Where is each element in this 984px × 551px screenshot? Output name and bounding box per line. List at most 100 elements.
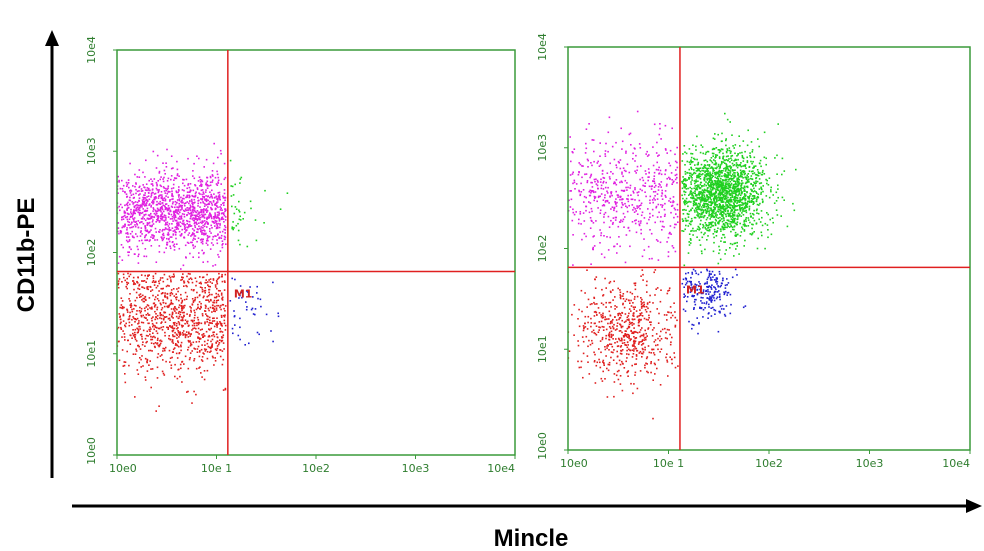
data-point: [189, 305, 191, 308]
data-point: [585, 128, 588, 130]
data-point: [744, 172, 746, 175]
data-point: [197, 202, 199, 205]
data-point: [211, 293, 213, 296]
data-point: [724, 170, 727, 172]
data-point: [144, 357, 147, 360]
data-point: [196, 223, 198, 226]
data-point: [192, 239, 194, 241]
data-point: [719, 213, 721, 215]
data-point: [640, 204, 642, 206]
data-point: [200, 372, 202, 374]
data-point: [756, 212, 758, 214]
data-point: [632, 341, 635, 343]
data-point: [618, 369, 620, 372]
data-point: [129, 203, 131, 206]
data-point: [674, 178, 677, 181]
data-point: [131, 214, 134, 217]
data-point: [196, 351, 199, 353]
data-point: [201, 180, 204, 183]
data-point: [149, 224, 151, 227]
data-point: [201, 356, 204, 358]
data-point: [194, 195, 196, 198]
data-point: [186, 214, 188, 216]
data-point: [593, 199, 595, 202]
data-point: [163, 187, 165, 189]
data-point: [658, 173, 660, 175]
data-point: [675, 173, 678, 176]
data-point: [202, 215, 204, 218]
data-point: [120, 304, 123, 306]
data-point: [623, 190, 625, 192]
data-point: [217, 199, 219, 201]
data-point: [705, 228, 707, 230]
data-point: [232, 228, 234, 231]
data-point: [757, 138, 759, 140]
data-point: [709, 174, 711, 177]
data-point: [126, 308, 128, 311]
data-point: [126, 218, 129, 221]
data-point: [211, 238, 214, 241]
data-point: [660, 204, 662, 206]
data-point: [722, 152, 724, 155]
data-point: [585, 173, 588, 175]
data-point: [729, 193, 732, 195]
data-point: [156, 239, 159, 241]
data-point: [184, 204, 186, 207]
data-point: [622, 212, 625, 215]
data-point: [708, 229, 711, 232]
data-point: [703, 188, 706, 191]
data-point: [200, 348, 203, 351]
data-point: [161, 370, 164, 373]
data-point: [194, 192, 197, 195]
data-point: [168, 285, 170, 287]
data-point: [704, 167, 707, 169]
data-point: [677, 365, 679, 367]
data-point: [223, 192, 226, 195]
data-point: [775, 209, 778, 211]
data-point: [173, 229, 176, 231]
data-point: [615, 205, 618, 207]
data-point: [658, 166, 660, 169]
data-point: [171, 293, 174, 295]
data-point: [216, 173, 219, 176]
data-point: [117, 227, 120, 229]
data-point: [712, 155, 714, 157]
data-point: [148, 198, 151, 201]
data-point: [710, 190, 713, 192]
data-point: [706, 224, 709, 227]
data-point: [189, 252, 191, 255]
data-point: [648, 172, 650, 174]
data-point: [738, 215, 740, 217]
data-point: [691, 179, 693, 181]
data-point: [204, 291, 206, 294]
data-point: [722, 161, 725, 163]
data-point: [702, 206, 705, 208]
data-point: [214, 225, 216, 227]
data-point: [201, 222, 203, 224]
data-point: [593, 332, 595, 334]
data-point: [194, 314, 196, 317]
data-point: [723, 224, 726, 226]
data-point: [180, 319, 182, 322]
data-point: [697, 167, 700, 170]
data-point: [721, 193, 723, 195]
data-point: [216, 170, 218, 173]
data-point: [176, 334, 179, 337]
data-point: [163, 205, 166, 207]
data-point: [714, 160, 717, 162]
data-point: [178, 323, 181, 326]
data-point: [213, 364, 215, 366]
data-point: [204, 322, 206, 325]
data-point: [640, 352, 643, 355]
data-point: [196, 231, 198, 233]
data-point: [702, 173, 704, 175]
data-point: [190, 216, 192, 218]
data-point: [201, 328, 203, 331]
data-point: [128, 221, 131, 224]
data-point: [126, 311, 129, 313]
data-point: [161, 199, 164, 201]
data-point: [183, 311, 185, 314]
data-point: [168, 349, 171, 352]
data-point: [120, 307, 123, 309]
data-point: [698, 172, 701, 175]
